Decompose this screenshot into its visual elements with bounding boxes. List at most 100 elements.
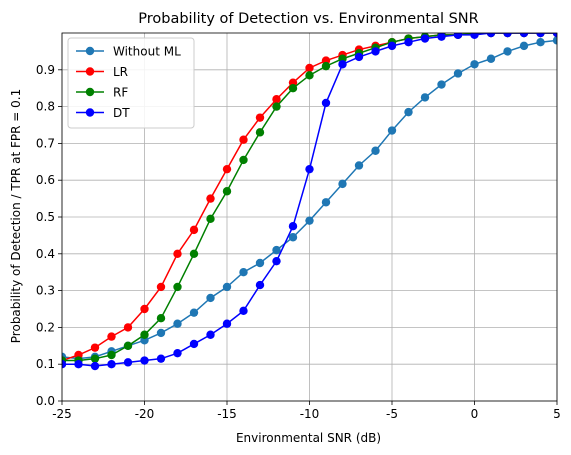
legend-label: DT bbox=[113, 106, 130, 120]
data-point bbox=[239, 155, 248, 165]
data-point bbox=[354, 52, 364, 62]
x-tick-label: 5 bbox=[553, 407, 561, 421]
data-point bbox=[156, 314, 166, 323]
data-point bbox=[239, 135, 248, 144]
data-point bbox=[552, 33, 557, 38]
data-point bbox=[107, 350, 116, 360]
data-point bbox=[206, 194, 215, 203]
data-point bbox=[74, 360, 83, 369]
data-point bbox=[173, 319, 182, 328]
data-point bbox=[206, 330, 215, 339]
data-point bbox=[288, 233, 298, 242]
legend-label: LR bbox=[113, 65, 128, 79]
y-tick-label: 0.5 bbox=[36, 210, 55, 224]
data-point bbox=[90, 354, 100, 363]
data-point bbox=[453, 69, 463, 78]
data-point bbox=[206, 214, 215, 224]
data-point bbox=[486, 33, 496, 38]
data-point bbox=[156, 328, 166, 338]
y-tick-label: 0.6 bbox=[36, 173, 55, 187]
data-point bbox=[437, 80, 446, 89]
data-point bbox=[371, 146, 380, 155]
legend-label: RF bbox=[113, 86, 128, 100]
data-point bbox=[420, 93, 430, 102]
data-point bbox=[156, 354, 166, 363]
data-point bbox=[239, 268, 248, 277]
data-point bbox=[371, 47, 380, 56]
data-point bbox=[62, 360, 67, 369]
data-point bbox=[140, 356, 149, 365]
x-tick-label: -5 bbox=[386, 407, 398, 421]
data-point bbox=[305, 71, 314, 80]
data-point bbox=[305, 216, 314, 225]
data-point bbox=[503, 47, 512, 56]
data-point bbox=[338, 179, 347, 189]
x-tick-label: -10 bbox=[300, 407, 320, 421]
legend: Without ML LR RF DT bbox=[67, 37, 195, 129]
data-point bbox=[437, 33, 446, 41]
data-point bbox=[173, 348, 182, 358]
data-point bbox=[123, 341, 133, 350]
x-axis-label: Environmental SNR (dB) bbox=[236, 431, 381, 445]
data-point bbox=[387, 126, 397, 135]
data-point bbox=[288, 222, 298, 231]
data-point bbox=[305, 164, 314, 174]
data-point bbox=[222, 319, 232, 328]
y-tick-label: 0.8 bbox=[36, 100, 55, 114]
y-tick-label: 0.1 bbox=[36, 357, 55, 371]
data-point bbox=[140, 330, 149, 339]
x-tick-label: 0 bbox=[471, 407, 479, 421]
data-point bbox=[503, 33, 512, 38]
data-point bbox=[90, 343, 100, 352]
y-tick-label: 0.4 bbox=[36, 247, 55, 261]
data-point bbox=[123, 323, 133, 332]
data-point bbox=[239, 306, 248, 316]
data-point bbox=[189, 249, 199, 258]
data-point bbox=[387, 41, 397, 51]
data-point bbox=[107, 360, 116, 369]
data-point bbox=[255, 113, 265, 122]
data-point bbox=[552, 36, 557, 45]
data-point bbox=[404, 38, 413, 47]
data-point bbox=[90, 361, 100, 371]
data-point bbox=[305, 63, 314, 73]
y-axis-label: Probability of Detection / TPR at FPR = … bbox=[9, 89, 23, 343]
legend-marker bbox=[85, 67, 95, 76]
y-tick-label: 0.9 bbox=[36, 63, 55, 77]
data-point bbox=[272, 256, 281, 266]
data-point bbox=[272, 102, 281, 111]
data-point bbox=[519, 33, 529, 38]
data-point bbox=[288, 84, 298, 93]
data-point bbox=[272, 95, 281, 104]
data-point bbox=[255, 258, 265, 268]
data-point bbox=[173, 249, 182, 258]
data-point bbox=[222, 282, 232, 292]
legend-marker bbox=[85, 46, 95, 56]
series-group bbox=[62, 33, 557, 371]
data-point bbox=[255, 280, 265, 290]
data-point bbox=[189, 225, 199, 235]
data-point bbox=[321, 198, 331, 207]
data-point bbox=[156, 282, 166, 292]
x-tick-label: -25 bbox=[52, 407, 72, 421]
data-point bbox=[222, 164, 232, 174]
data-point bbox=[222, 187, 232, 196]
chart-title: Probability of Detection vs. Environment… bbox=[138, 11, 478, 27]
data-point bbox=[470, 33, 479, 40]
x-tick-label: -20 bbox=[135, 407, 155, 421]
data-point bbox=[338, 60, 347, 69]
y-tick-label: 0.7 bbox=[36, 136, 55, 150]
data-point bbox=[519, 41, 529, 51]
data-point bbox=[486, 54, 496, 63]
legend-marker bbox=[85, 108, 95, 117]
y-tick-label: 0.0 bbox=[36, 394, 55, 408]
data-point bbox=[255, 128, 265, 137]
legend-marker bbox=[85, 87, 95, 97]
data-point bbox=[420, 34, 430, 43]
data-point bbox=[354, 161, 364, 170]
data-point bbox=[321, 61, 331, 71]
data-point bbox=[189, 339, 199, 349]
data-point bbox=[123, 358, 133, 367]
legend-box bbox=[67, 37, 195, 129]
